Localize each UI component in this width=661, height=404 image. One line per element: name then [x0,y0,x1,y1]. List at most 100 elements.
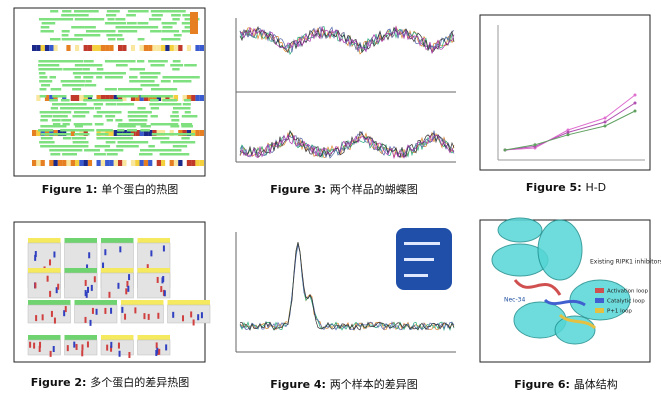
peptide-bar [137,123,147,126]
heat-cell [36,95,41,101]
peptide-bar [62,84,78,87]
peptide-bar [60,129,76,132]
heat-cell [195,130,200,136]
legend-title: Existing RIPK1 inhibitors [590,259,661,266]
peptide-bar [129,76,138,79]
peptide-bar [38,72,46,75]
diff-cell [156,347,159,354]
peptide-bar [73,123,87,126]
heat-cell [191,160,196,166]
peptide-bar [106,14,117,17]
peptide-bar [137,107,146,110]
heat-cell [49,45,54,51]
heat-cell [36,160,41,166]
figure-caption-text: 两个样品的蝴蝶图 [330,182,418,196]
heat-cell [156,95,161,101]
peptide-bar [149,26,159,29]
peptide-bar [104,22,119,25]
peptide-bar [94,123,104,126]
hd-point [566,130,570,134]
diff-cell [73,341,76,348]
diff-cell [147,313,150,320]
peptide-bar [183,153,190,156]
block [27,339,61,356]
heat-cell [100,160,106,166]
heat-cell [156,45,161,51]
peptide-bar [126,137,133,140]
diff-cell [128,351,131,358]
heat-cell [135,160,140,166]
diff-cell [156,276,159,283]
peptide-bar [162,133,178,136]
diff-cell [128,274,131,281]
peptide-bar [105,115,116,118]
heat-cell [122,160,127,166]
heat-cell [195,45,200,51]
peptide-bar [41,84,51,87]
heat-cell [178,95,183,101]
heat-cell [83,95,88,101]
peptide-bar [173,80,185,83]
figure-caption-text: 晶体结构 [574,377,618,391]
peptide-bar [170,38,181,41]
diff-cell [119,246,122,253]
peptide-bar [172,145,188,148]
heat-cell [182,95,187,101]
peptide-bar [52,115,68,118]
peptide-bar [137,60,145,63]
colorbar [190,12,198,34]
heat-cell [182,160,187,166]
peptide-bar [137,38,145,41]
peptide-bar [40,133,54,136]
heat-cell [40,95,45,101]
heat-cell [178,160,183,166]
peptide-bar [93,115,103,118]
peptide-bar [181,30,196,33]
heat-cell [109,130,114,136]
uptake-line [239,129,455,159]
diff-cell [84,279,87,286]
diff-cell [117,342,120,349]
heat-cell [92,95,97,101]
heat-cell [191,95,196,101]
peptide-bar [61,34,69,37]
peptide-bar [115,64,128,67]
peptide-bar [74,133,87,136]
peptide-bar [170,30,180,33]
peptide-bar [39,141,55,144]
diff-cell [49,350,52,357]
figure-caption-text: H-D [585,181,606,194]
peptide-bar [95,64,103,67]
peptide-bar [150,115,158,118]
heat-cell [130,160,136,166]
peptide-bar [40,119,48,122]
peptide-bar [140,76,150,79]
heat-cell [105,95,110,101]
heat-cell [70,130,75,136]
peptide-bar [171,10,186,13]
header-bar [121,300,164,305]
heat-cell [148,45,153,51]
peptide-bar [96,30,105,33]
peptide-bar [84,72,98,75]
header-bar [28,238,61,243]
peptide-bar [39,95,47,98]
hd-point [633,109,637,113]
peptide-bar [61,14,77,17]
header-bar [101,335,134,340]
peptide-bar [116,95,130,98]
diff-cell [89,319,92,326]
captions: Figure 1: 单个蛋白的热图 Figure 3: 两个样品的蝴蝶图 Figur… [31,181,618,391]
heat-cell [191,45,196,51]
peptide-bar [61,60,77,63]
diff-cell [84,290,87,297]
diff-cell [172,311,175,318]
peptide-bar [140,95,157,98]
peptide-bar [106,119,113,122]
diff-cell [106,344,109,351]
peptide-bar [149,84,160,87]
peptide-bar [38,129,54,132]
thumbnails: Existing RIPK1 inhibitors Activation loop… [13,7,661,363]
peptide-bar [160,80,171,83]
peptide-bar [148,18,162,21]
